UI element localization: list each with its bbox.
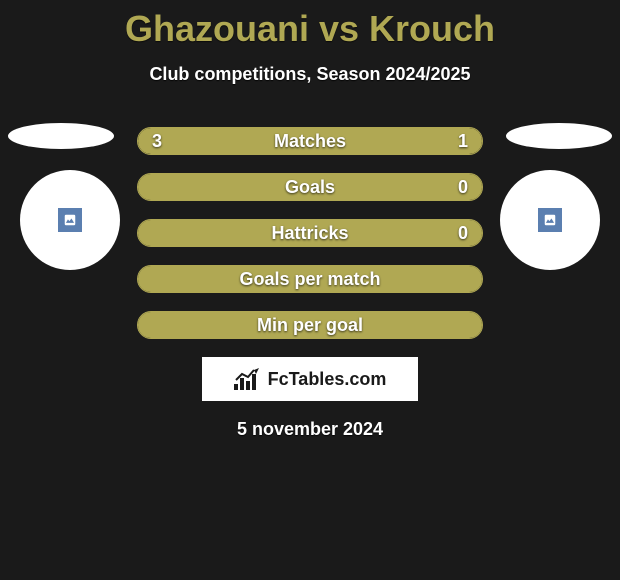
page-title: Ghazouani vs Krouch (0, 0, 620, 50)
stat-value-right: 0 (458, 220, 468, 246)
stat-label: Matches (138, 128, 482, 154)
stat-label: Hattricks (138, 220, 482, 246)
stats-container: 3 Matches 1 Goals 0 Hattricks 0 Goals pe… (0, 127, 620, 339)
stat-row-hattricks: Hattricks 0 (0, 219, 620, 247)
stat-value-right: 1 (458, 128, 468, 154)
date-text: 5 november 2024 (0, 419, 620, 440)
page-subtitle: Club competitions, Season 2024/2025 (0, 64, 620, 85)
stat-label: Goals per match (138, 266, 482, 292)
stat-row-min-per-goal: Min per goal (0, 311, 620, 339)
brand-box: FcTables.com (202, 357, 418, 401)
stat-row-matches: 3 Matches 1 (0, 127, 620, 155)
stat-bar: Goals 0 (137, 173, 483, 201)
brand-text: FcTables.com (268, 369, 387, 390)
stat-bar: 3 Matches 1 (137, 127, 483, 155)
stat-bar: Min per goal (137, 311, 483, 339)
stat-bar: Hattricks 0 (137, 219, 483, 247)
stat-row-goals-per-match: Goals per match (0, 265, 620, 293)
stat-label: Goals (138, 174, 482, 200)
stat-row-goals: Goals 0 (0, 173, 620, 201)
stat-value-right: 0 (458, 174, 468, 200)
brand-logo-icon (234, 368, 262, 390)
stat-label: Min per goal (138, 312, 482, 338)
stat-bar: Goals per match (137, 265, 483, 293)
